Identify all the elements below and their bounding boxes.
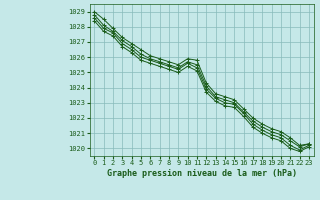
- X-axis label: Graphe pression niveau de la mer (hPa): Graphe pression niveau de la mer (hPa): [107, 169, 297, 178]
